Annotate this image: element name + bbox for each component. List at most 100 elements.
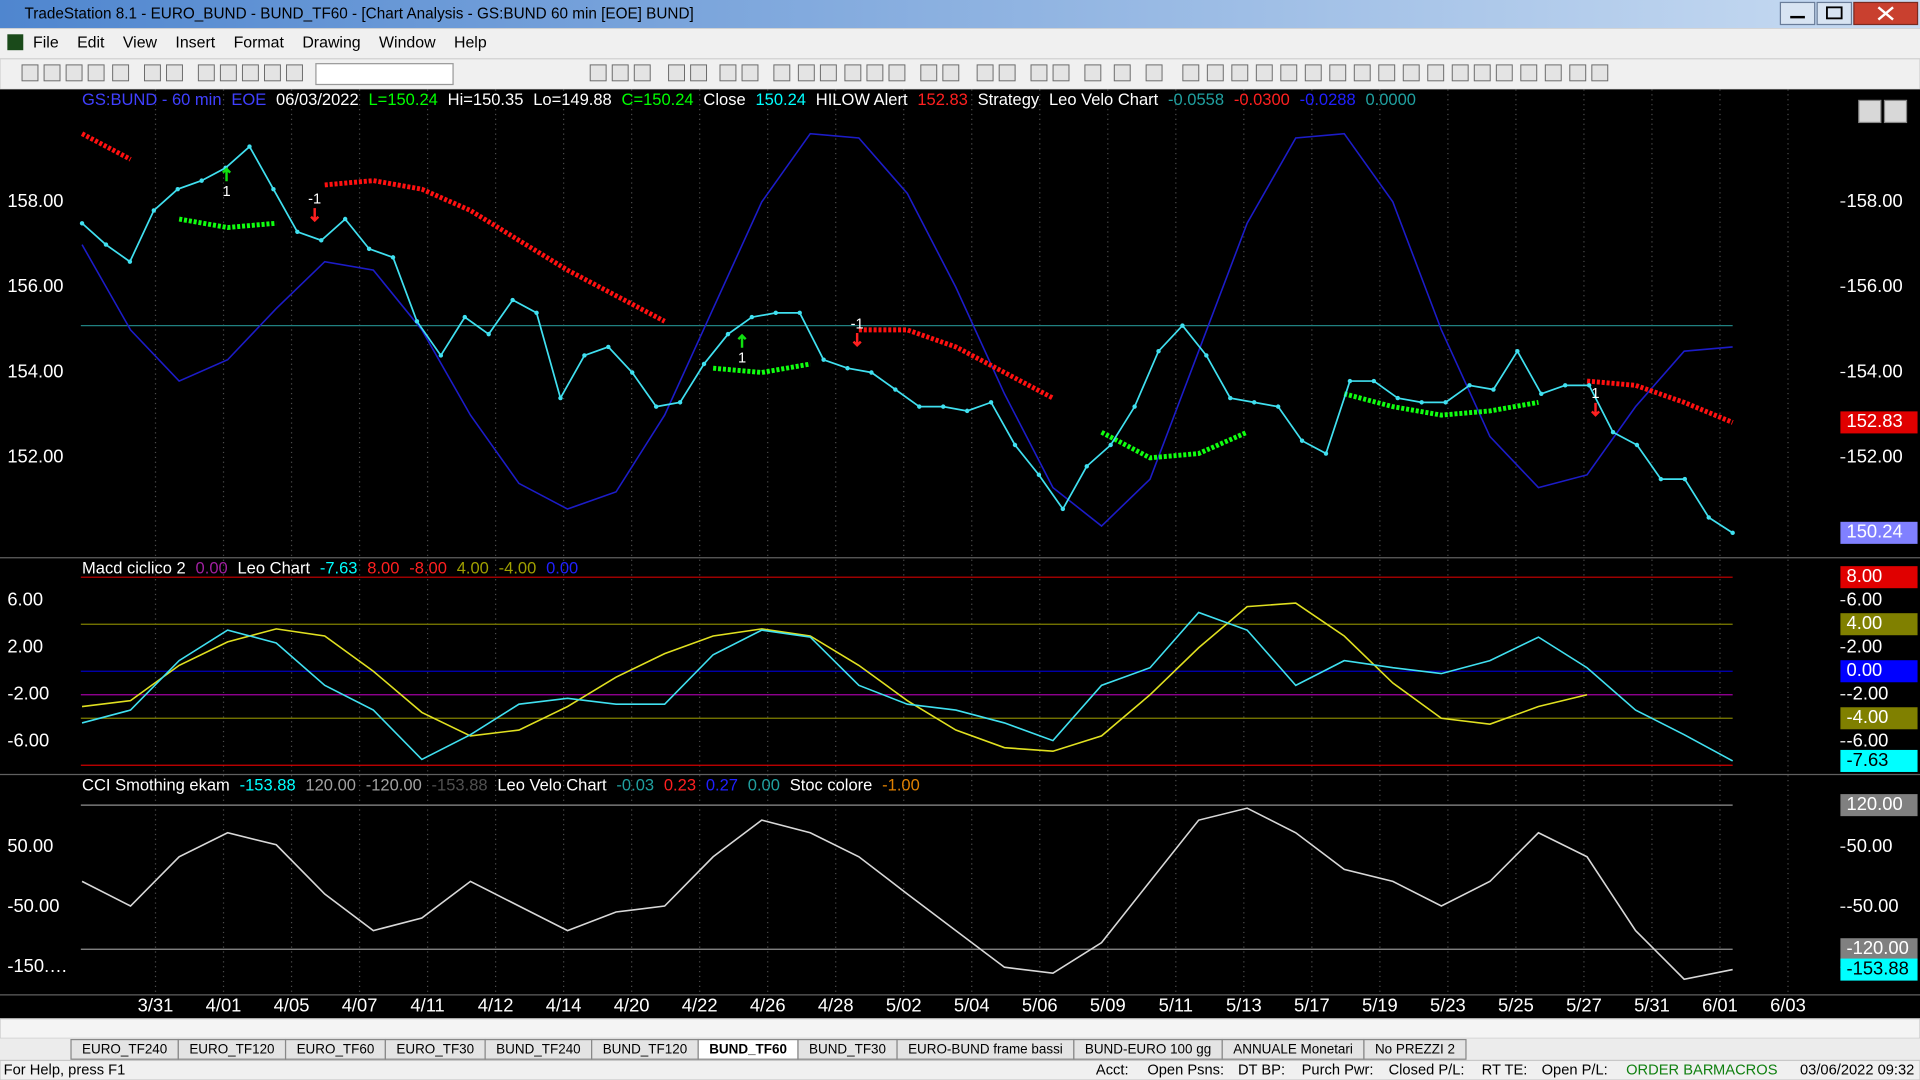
sheet-tab-label[interactable]: EURO_TF120 <box>189 1042 274 1057</box>
sheet-tab[interactable] <box>1363 1038 1467 1060</box>
toolbar-button[interactable] <box>1451 64 1469 82</box>
pane-button[interactable] <box>1858 99 1882 124</box>
toolbar-button[interactable] <box>1520 64 1538 82</box>
sheet-tab-label[interactable]: BUND_TF30 <box>809 1042 886 1057</box>
toolbar-button[interactable] <box>1084 64 1102 82</box>
y-tick-label: -6.00 <box>7 730 49 751</box>
toolbar-button[interactable] <box>1113 64 1131 82</box>
toolbar-button[interactable] <box>773 64 791 82</box>
sheet-tab-label[interactable]: EURO_TF30 <box>396 1042 474 1057</box>
value-box <box>1840 566 1918 589</box>
toolbar-button[interactable] <box>43 64 61 82</box>
toolbar-button[interactable] <box>888 64 906 82</box>
y-tick-label: 152.00 <box>7 446 63 467</box>
menu-item[interactable]: File <box>33 35 59 52</box>
value-box-label: 152.83 <box>1847 410 1903 431</box>
toolbar-button[interactable] <box>65 64 83 82</box>
menu-item[interactable]: Window <box>379 35 436 52</box>
toolbar-button[interactable] <box>1231 64 1249 82</box>
minimize-button[interactable] <box>1779 1 1816 26</box>
toolbar-button[interactable] <box>1182 64 1200 82</box>
indicator-label: -153.88 <box>432 775 488 794</box>
symbol-combo[interactable] <box>315 63 454 86</box>
toolbar-button[interactable] <box>144 64 161 82</box>
toolbar-button[interactable] <box>719 64 737 82</box>
menu-item[interactable]: Format <box>234 35 285 52</box>
toolbar-button[interactable] <box>1304 64 1322 82</box>
toolbar-button[interactable] <box>668 64 685 82</box>
toolbar-button[interactable] <box>1473 64 1491 82</box>
toolbar-button[interactable] <box>1378 64 1396 82</box>
y-tick-label: 6.00 <box>7 589 43 610</box>
sheet-tab-label[interactable]: BUND_TF60 <box>709 1042 787 1057</box>
toolbar-button[interactable] <box>942 64 960 82</box>
indicator-label: Hi=150.35 <box>448 90 524 109</box>
horizontal-scrollbar[interactable] <box>0 1018 1920 1039</box>
toolbar-button[interactable] <box>21 64 39 82</box>
sheet-tab-label[interactable]: EURO-BUND frame bassi <box>908 1042 1063 1057</box>
price-dot <box>725 331 731 337</box>
price-dot <box>103 242 109 247</box>
toolbar-button[interactable] <box>1030 64 1048 82</box>
maximize-button[interactable] <box>1816 1 1853 26</box>
toolbar-button[interactable] <box>197 64 215 82</box>
toolbar-button[interactable] <box>264 64 281 82</box>
sheet-tab-label[interactable]: No PREZZI 2 <box>1375 1042 1455 1057</box>
toolbar-button[interactable] <box>241 64 259 82</box>
value-box <box>1840 749 1918 772</box>
value-box-label: 8.00 <box>1847 565 1883 586</box>
toolbar-button[interactable] <box>611 64 629 82</box>
toolbar-button[interactable] <box>998 64 1016 82</box>
toolbar-button[interactable] <box>1145 64 1163 82</box>
toolbar-button[interactable] <box>633 64 651 82</box>
chart: 3/31 4/01 4/05 4/07 4/11 4/12 4/14 4/20 4/22 4/26… <box>0 89 1920 1015</box>
price-dot <box>1515 348 1520 354</box>
toolbar-button[interactable] <box>920 64 938 82</box>
toolbar-button[interactable] <box>1329 64 1347 82</box>
toolbar-button[interactable] <box>1495 64 1513 82</box>
menu-item[interactable]: View <box>123 35 158 52</box>
toolbar-button[interactable] <box>797 64 815 82</box>
toolbar-button[interactable] <box>1544 64 1562 82</box>
menu-item[interactable]: Drawing <box>302 35 360 52</box>
toolbar-button[interactable] <box>844 64 862 82</box>
toolbar-button[interactable] <box>741 64 759 82</box>
price-dot <box>1132 404 1137 409</box>
toolbar-button[interactable] <box>1280 64 1298 82</box>
x-tick-label: 4/01 <box>206 994 242 1015</box>
toolbar-button[interactable] <box>112 64 130 82</box>
sheet-tab-label[interactable]: BUND-EURO 100 gg <box>1085 1042 1211 1057</box>
pane-button[interactable] <box>1883 99 1908 124</box>
signal-arrow <box>221 167 232 182</box>
menu-item[interactable]: Help <box>454 35 487 52</box>
sheet-tab-label[interactable]: ANNUALE Monetari <box>1233 1042 1353 1057</box>
toolbar-button[interactable] <box>866 64 884 82</box>
price-dot <box>1562 383 1568 388</box>
indicator-label: -8.00 <box>409 559 447 578</box>
toolbar-button[interactable] <box>1206 64 1224 82</box>
toolbar-button[interactable] <box>690 64 708 82</box>
toolbar-button[interactable] <box>589 64 607 82</box>
sheet-tab-label[interactable]: BUND_TF120 <box>603 1042 687 1057</box>
toolbar-button[interactable] <box>1569 64 1587 82</box>
indicator-label: Lo=149.88 <box>533 90 612 109</box>
toolbar-button[interactable] <box>819 64 837 82</box>
toolbar-button[interactable] <box>219 64 237 82</box>
sheet-tab-label[interactable]: BUND_TF240 <box>496 1042 580 1057</box>
menu-item[interactable]: Edit <box>77 35 105 52</box>
toolbar-button[interactable] <box>1052 64 1070 82</box>
toolbar-button[interactable] <box>286 64 303 82</box>
toolbar-button[interactable] <box>87 64 105 82</box>
toolbar-button[interactable] <box>1402 64 1420 82</box>
value-box-label: -4.00 <box>1847 706 1889 727</box>
toolbar-button[interactable] <box>1255 64 1273 82</box>
sheet-tab-label[interactable]: EURO_TF240 <box>82 1042 167 1057</box>
toolbar-button[interactable] <box>166 64 183 82</box>
sheet-tab-label[interactable]: EURO_TF60 <box>297 1042 375 1057</box>
toolbar-button[interactable] <box>1353 64 1371 82</box>
toolbar-button[interactable] <box>1427 64 1445 82</box>
toolbar-button[interactable] <box>1591 64 1609 82</box>
menu-item[interactable]: Insert <box>175 35 215 52</box>
x-tick-label: 5/09 <box>1090 994 1126 1015</box>
toolbar-button[interactable] <box>976 64 994 82</box>
